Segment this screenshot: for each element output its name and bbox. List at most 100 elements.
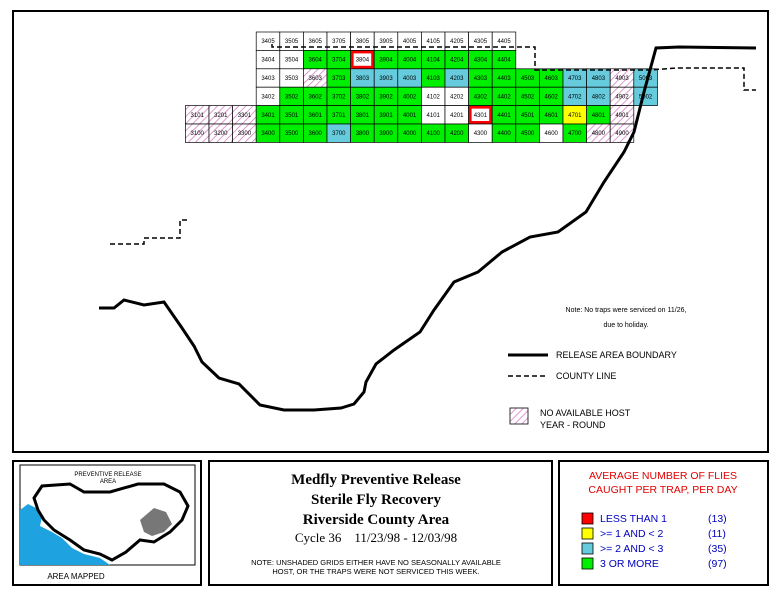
grid-cell-label: 4602 bbox=[545, 94, 559, 100]
legend-swatch bbox=[581, 527, 594, 540]
legend-item-3-or-more: 3 OR MORE (97) bbox=[581, 557, 727, 570]
grid-cell-4404: 4404 bbox=[491, 50, 517, 70]
grid-cell-label-bg bbox=[471, 108, 490, 121]
grid-map: 3405 3505 3605 3705 3805 3905 4005 4105 4205 4305… bbox=[99, 31, 757, 430]
grid-cell-label: 3402 bbox=[261, 94, 275, 100]
grid-cell-label: 4802 bbox=[592, 94, 606, 100]
grid-cell-label: 3902 bbox=[379, 94, 393, 100]
grid-cell-label: 3504 bbox=[285, 58, 299, 64]
grid-cell-label: 3800 bbox=[356, 131, 370, 137]
grid-cell-4203: 4203 bbox=[444, 68, 469, 88]
grid-cell-label: 4903 bbox=[615, 76, 629, 82]
grid-cell-label: 4601 bbox=[545, 113, 559, 119]
grid-cell-4702: 4702 bbox=[562, 86, 587, 106]
grid-cell-label: 3905 bbox=[379, 39, 393, 45]
grid-cell-label: 3401 bbox=[261, 113, 275, 119]
grid-cell-4001: 4001 bbox=[397, 105, 422, 125]
grid-cell-4803: 4803 bbox=[586, 68, 611, 88]
grid-cell-4403: 4403 bbox=[491, 68, 517, 88]
grid-cell-4000: 4000 bbox=[397, 123, 422, 143]
grid-cell-label: 3804 bbox=[356, 58, 370, 64]
grid-cell-3504: 3504 bbox=[279, 50, 304, 70]
grid-cell-label: 3602 bbox=[309, 94, 323, 100]
grid-cell-label: 3701 bbox=[332, 113, 346, 119]
legend-item-2-to-3: >= 2 AND < 3 (35) bbox=[581, 542, 727, 555]
grid-cell-4701: 4701 bbox=[562, 105, 587, 125]
grid-cell-3500: 3500 bbox=[279, 123, 304, 143]
grid-cell-label: 4304 bbox=[474, 58, 488, 64]
grid-cell-4700: 4700 bbox=[562, 123, 587, 143]
legend-swatch bbox=[581, 542, 594, 555]
grid-cell-label: 4302 bbox=[474, 94, 488, 100]
grid-cell-4302: 4302 bbox=[468, 86, 493, 106]
grid-cell-label: 4701 bbox=[568, 113, 582, 119]
grid-cell-3405: 3405 bbox=[255, 31, 281, 51]
key-release-label: RELEASE AREA BOUNDARY bbox=[556, 350, 677, 360]
grid-cell-label: 4303 bbox=[474, 76, 488, 82]
legend-count: (35) bbox=[708, 543, 727, 555]
grid-cell-label: 4003 bbox=[403, 76, 417, 82]
grid-cell-label: 4201 bbox=[450, 113, 464, 119]
grid-cell-label: 4800 bbox=[592, 131, 606, 137]
legend-item-1-to-2: >= 1 AND < 2 (11) bbox=[581, 527, 726, 540]
grid-cell-4204: 4204 bbox=[444, 50, 469, 70]
grid-cell-label: 4205 bbox=[450, 39, 464, 45]
legend-title-line1: AVERAGE NUMBER OF FLIES bbox=[589, 470, 737, 482]
map-panel: 3405 3505 3605 3705 3805 3905 4005 4105 4205 4305… bbox=[12, 10, 769, 453]
legend-count: (97) bbox=[708, 558, 727, 570]
map-note-line2: due to holiday. bbox=[603, 322, 648, 329]
grid-cell-label: 4200 bbox=[450, 131, 464, 137]
ocean-shape bbox=[20, 504, 110, 565]
grid-cell-label: 4001 bbox=[403, 113, 417, 119]
grid-cell-label: 4902 bbox=[615, 94, 629, 100]
grid-cell-3502: 3502 bbox=[279, 86, 304, 106]
grid-cell-4502: 4502 bbox=[515, 86, 540, 106]
legend-count: (13) bbox=[708, 513, 727, 525]
legend-label: 3 OR MORE bbox=[600, 558, 659, 570]
grid-cell-3901: 3901 bbox=[373, 105, 399, 125]
grid-cell-3403: 3403 bbox=[255, 68, 281, 88]
grid-cell-4100: 4100 bbox=[421, 123, 446, 143]
grid-cell-label: 4901 bbox=[615, 113, 629, 119]
grid-cell-label: 3705 bbox=[332, 39, 346, 45]
grid-cell-3801: 3801 bbox=[350, 105, 375, 125]
grid-cell-label: 3501 bbox=[285, 113, 299, 119]
grid-cell-label: 3903 bbox=[379, 76, 393, 82]
grid-cell-label: 4501 bbox=[521, 113, 535, 119]
grid-cell-3300: 3300 bbox=[232, 123, 257, 143]
grid-cell-label: 3500 bbox=[285, 131, 299, 137]
grid-cell-3600: 3600 bbox=[303, 123, 328, 143]
legend-count: (11) bbox=[708, 528, 726, 540]
grid-cell-3602: 3602 bbox=[303, 86, 328, 106]
grid-cell-4200: 4200 bbox=[444, 123, 469, 143]
grid-cell-label: 4000 bbox=[403, 131, 417, 137]
grid-cell-3605: 3605 bbox=[303, 31, 328, 51]
legend-label: >= 1 AND < 2 bbox=[600, 528, 663, 540]
legend-swatch bbox=[581, 512, 594, 525]
grid-cell-label: 4502 bbox=[521, 94, 535, 100]
grid-cell-4103: 4103 bbox=[421, 68, 446, 88]
grid-cell-3804: 3804 bbox=[350, 50, 375, 70]
grid-cell-3700: 3700 bbox=[326, 123, 351, 143]
grid-cell-label: 3702 bbox=[332, 94, 346, 100]
grid-cell-label: 3502 bbox=[285, 94, 299, 100]
grid-cell-label: 3405 bbox=[261, 39, 275, 45]
title-panel: Medfly Preventive Release Sterile Fly Re… bbox=[208, 460, 553, 586]
grid-cell-4801: 4801 bbox=[586, 105, 611, 125]
grid-cell-3401: 3401 bbox=[255, 105, 281, 125]
grid-cell-label: 4401 bbox=[497, 113, 511, 119]
grid-cell-4800: 4800 bbox=[586, 123, 611, 143]
grid-cell-label: 3900 bbox=[379, 131, 393, 137]
grid-cell-4002: 4002 bbox=[397, 86, 422, 106]
grid-cell-label: 4703 bbox=[568, 76, 582, 82]
grid-cell-4600: 4600 bbox=[539, 123, 564, 143]
grid-cell-label: 4102 bbox=[427, 94, 441, 100]
grid-cell-3501: 3501 bbox=[279, 105, 304, 125]
release-area-shape bbox=[32, 482, 190, 562]
grid-cell-label: 3100 bbox=[191, 131, 205, 137]
grid-cell-label: 4105 bbox=[427, 39, 441, 45]
grid-cell-label: 4503 bbox=[521, 76, 535, 82]
inset-panel: PREVENTIVE RELEASE AREA AREA MAPPED bbox=[12, 460, 202, 586]
grid-cell-label: 3904 bbox=[379, 58, 393, 64]
grid-cell-label: 3400 bbox=[261, 131, 275, 137]
